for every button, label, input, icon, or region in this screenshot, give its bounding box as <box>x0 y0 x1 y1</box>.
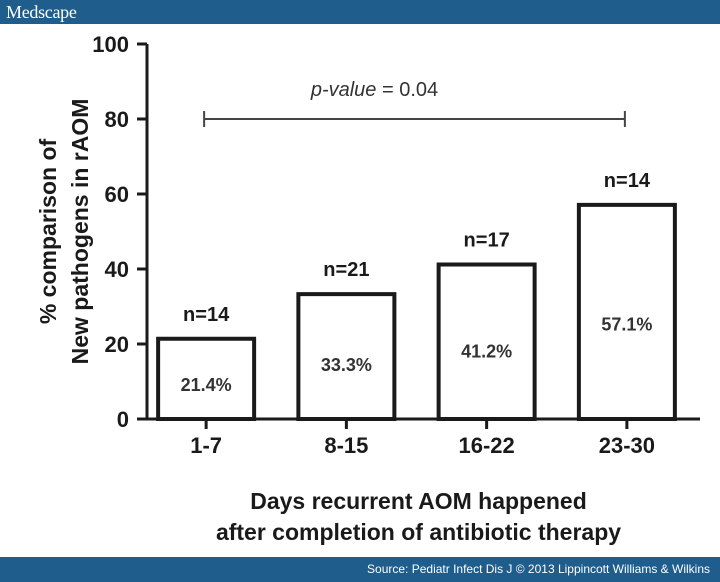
footer-bar: Source: Pediatr Infect Dis J © 2013 Lipp… <box>0 557 720 582</box>
x-tick-label: 1-7 <box>190 433 222 458</box>
header-bar: Medscape <box>0 0 720 24</box>
y-tick-label: 60 <box>105 182 129 207</box>
y-tick-label: 80 <box>105 107 129 132</box>
y-axis-title: % comparison of New pathogens in rAOM <box>35 99 93 365</box>
x-tick-label: 8-15 <box>324 433 368 458</box>
x-tick-label: 16-22 <box>458 433 514 458</box>
x-axis-title-line: after completion of antibiotic therapy <box>216 519 621 545</box>
bar-value-label: 57.1% <box>601 315 652 335</box>
y-tick-label: 100 <box>92 32 129 57</box>
x-axis: 1-7 8-15 16-22 23-30 <box>146 417 700 458</box>
medscape-logo: Medscape <box>6 2 77 22</box>
p-value-annotation: p-value = 0.04 <box>203 79 626 127</box>
x-axis-title-line: Days recurrent AOM happened <box>250 488 587 514</box>
y-tick-label: 40 <box>105 257 129 282</box>
bar-chart: % comparison of New pathogens in rAOM 0 20… <box>35 32 700 545</box>
bar-value-label: 41.2% <box>461 341 512 361</box>
bar-23-30 <box>576 202 677 421</box>
y-tick-label: 0 <box>117 407 129 432</box>
y-axis-title-line: % comparison of <box>35 139 61 325</box>
bars: 21.4% n=14 33.3% n=21 41.2% n=17 57.1% n=14 <box>156 170 677 421</box>
bar-n-label: n=21 <box>323 259 369 281</box>
y-axis-title-line: New pathogens in rAOM <box>67 99 93 365</box>
bar-value-label: 33.3% <box>321 355 372 375</box>
bar-n-label: n=17 <box>464 230 510 252</box>
bar-n-label: n=14 <box>183 304 230 326</box>
source-citation: Source: Pediatr Infect Dis J © 2013 Lipp… <box>367 562 710 576</box>
y-axis: 0 20 40 60 80 100 <box>92 32 149 432</box>
bar-value-label: 21.4% <box>181 375 232 395</box>
bar-16-22 <box>436 262 537 421</box>
x-axis-title: Days recurrent AOM happened after complet… <box>216 488 621 545</box>
bar-8-15 <box>296 292 397 421</box>
p-value-label: p-value = 0.04 <box>310 79 438 101</box>
y-tick-label: 20 <box>105 332 129 357</box>
x-tick-label: 23-30 <box>599 433 655 458</box>
bar-n-label: n=14 <box>604 170 651 192</box>
